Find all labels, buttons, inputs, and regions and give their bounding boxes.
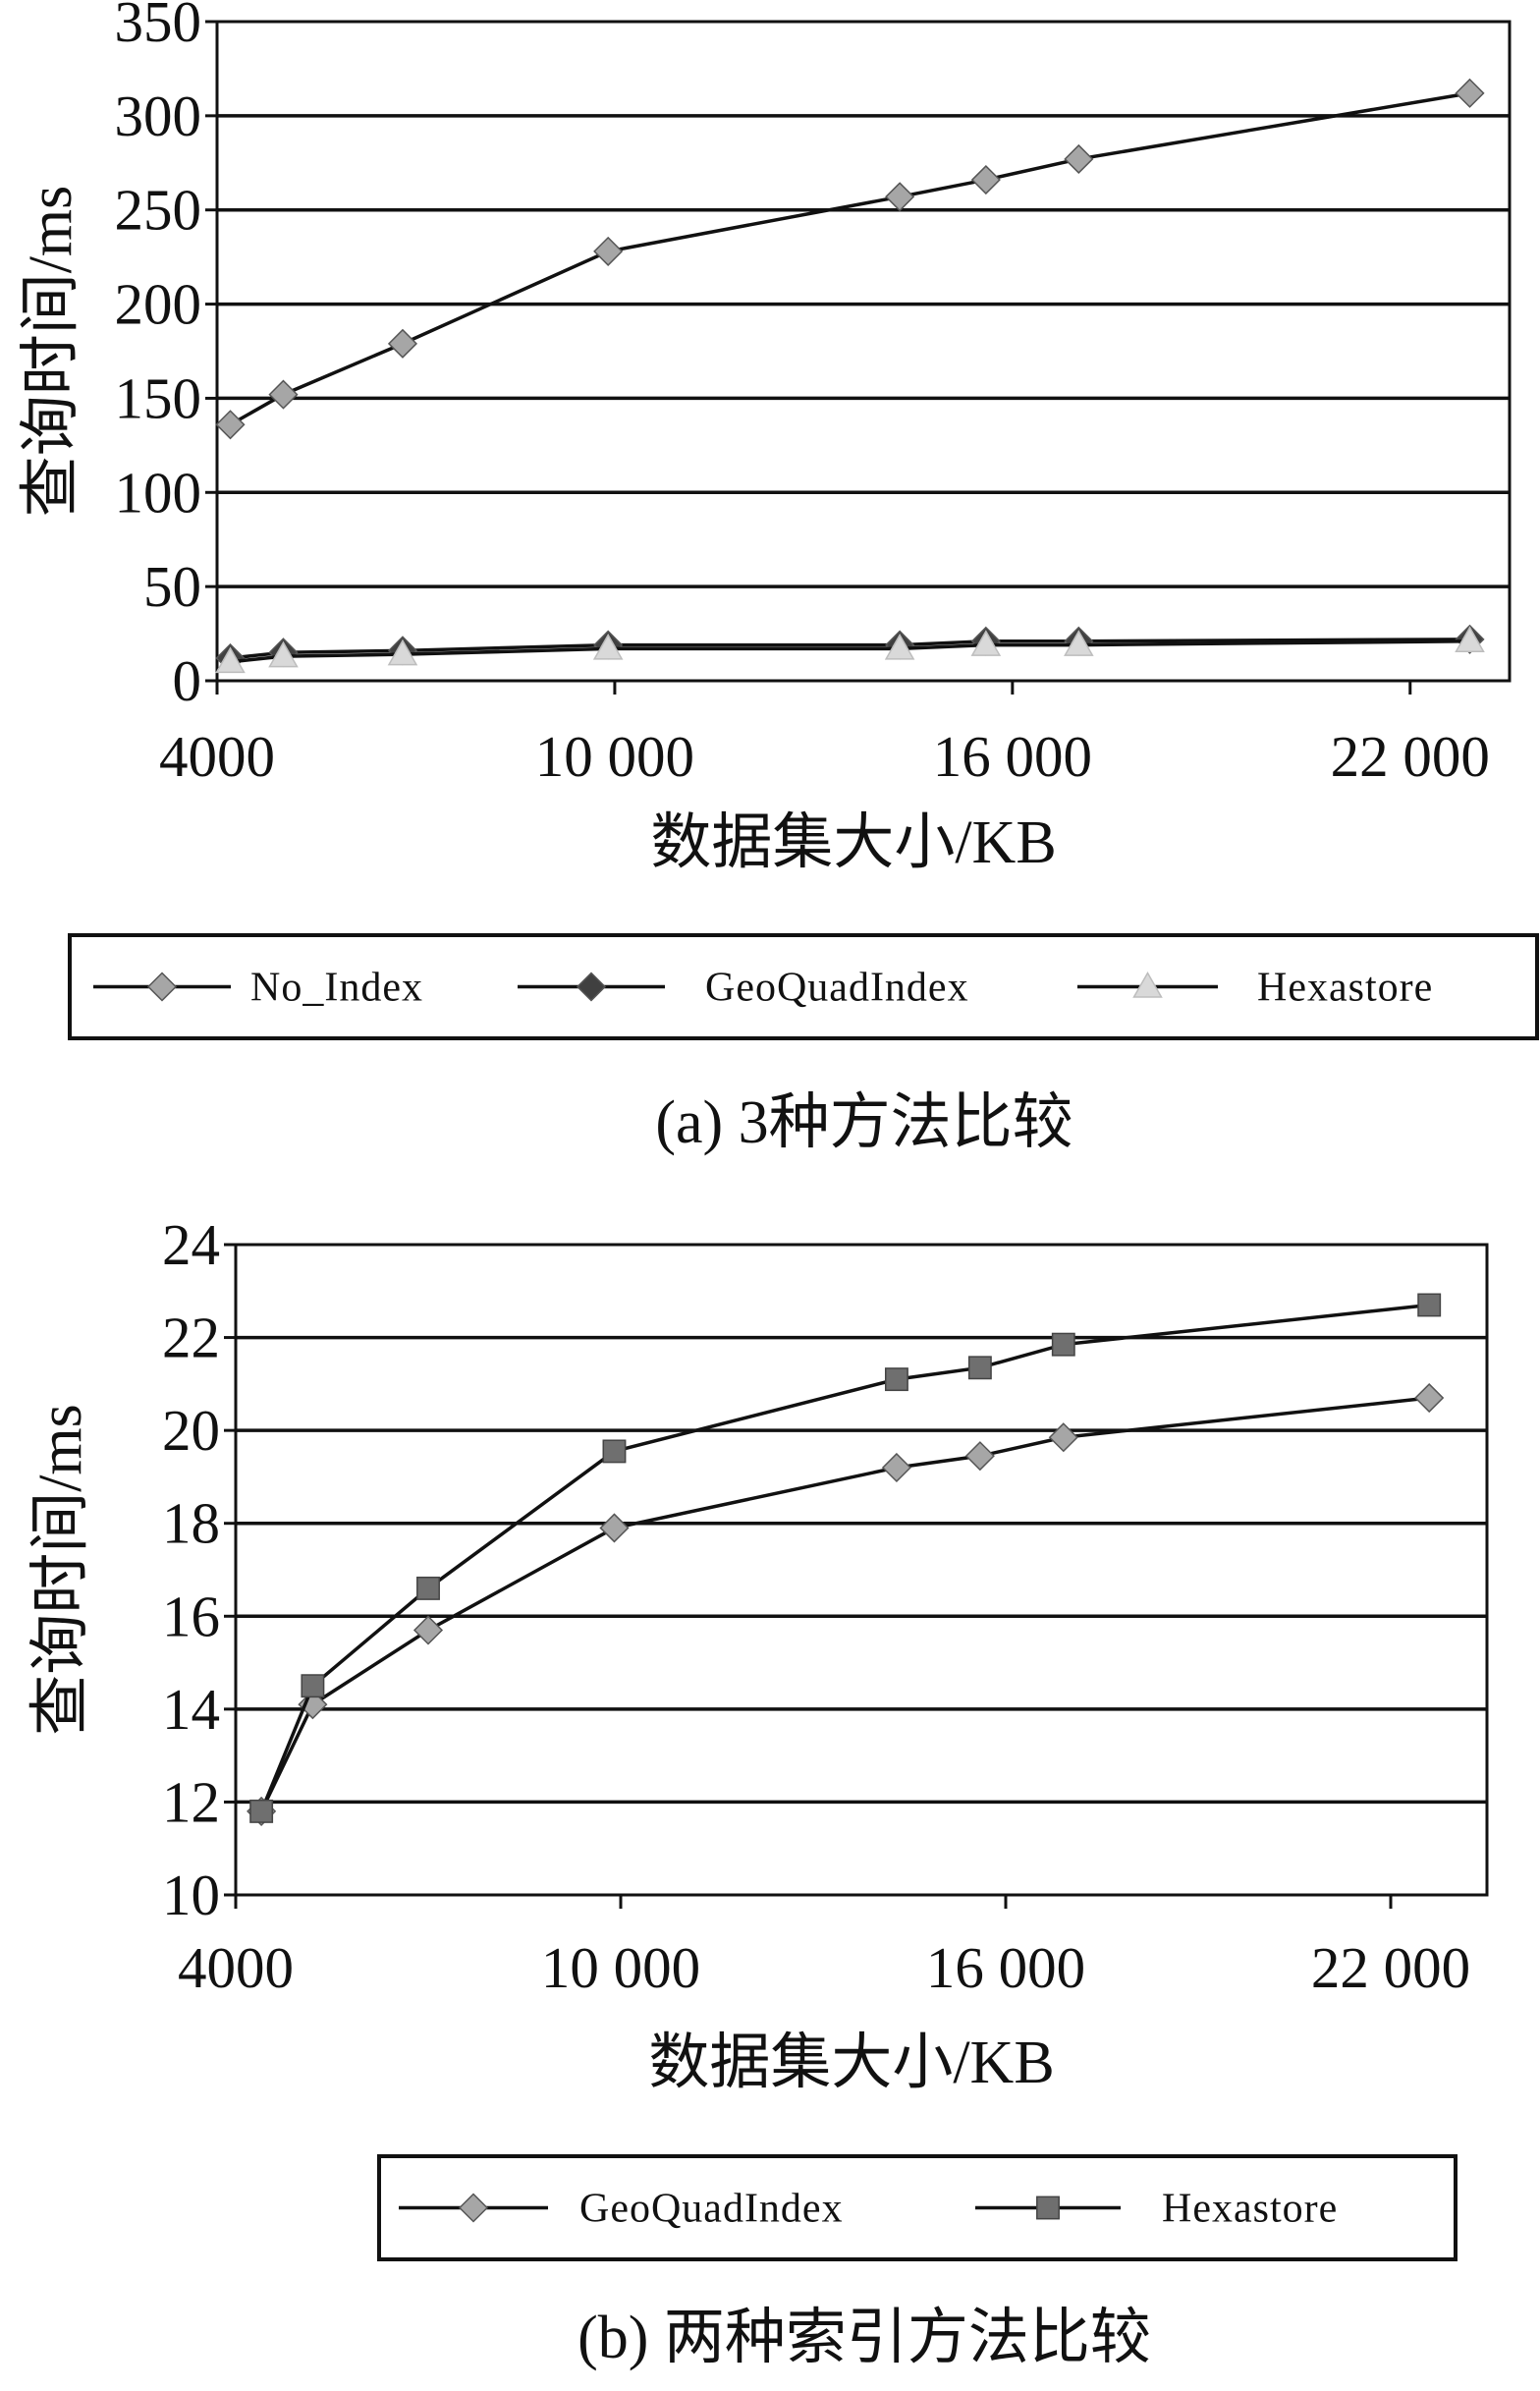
legend-label: No_Index bbox=[250, 966, 423, 1011]
data-point bbox=[268, 379, 299, 410]
x-axis-label: 数据集大小/KB bbox=[648, 2030, 1054, 2096]
data-point bbox=[1455, 626, 1485, 652]
legend-marker bbox=[1036, 2196, 1060, 2220]
data-point bbox=[967, 1356, 992, 1380]
chart-a: 0 50 100 150 200 250 300 350 4000 10 000 16 000 22 … bbox=[18, 0, 1539, 1156]
series-line bbox=[229, 91, 1470, 426]
legend-label: GeoQuadIndex bbox=[705, 966, 969, 1011]
series-No_Index bbox=[215, 78, 1485, 440]
data-point bbox=[1064, 143, 1094, 175]
data-point bbox=[1414, 1382, 1445, 1414]
data-point bbox=[885, 182, 915, 212]
y-tick-label: 50 bbox=[143, 554, 201, 619]
y-tick-label: 20 bbox=[162, 1398, 220, 1463]
data-point bbox=[881, 1452, 911, 1483]
data-point bbox=[416, 1576, 440, 1600]
chart-caption: (b) 两种索引方法比较 bbox=[578, 2305, 1151, 2371]
data-point bbox=[387, 639, 418, 666]
y-tick-label: 18 bbox=[162, 1491, 220, 1556]
data-point bbox=[602, 1439, 627, 1464]
data-point bbox=[301, 1674, 325, 1698]
data-point bbox=[593, 236, 624, 266]
y-tick-label: 24 bbox=[162, 1212, 220, 1277]
legend-item: Hexastore bbox=[1077, 966, 1433, 1011]
y-tick-label: 12 bbox=[162, 1769, 220, 1834]
data-point bbox=[970, 630, 1002, 656]
legend-item: No_Index bbox=[93, 966, 423, 1011]
data-point bbox=[1051, 1332, 1075, 1357]
series-Hexastore bbox=[215, 626, 1485, 674]
data-point bbox=[964, 1441, 995, 1472]
data-point bbox=[1455, 78, 1485, 108]
x-tick-label: 10 000 bbox=[535, 724, 694, 789]
x-tick-label: 10 000 bbox=[541, 1935, 700, 2000]
data-point bbox=[970, 164, 1001, 195]
data-point bbox=[884, 633, 915, 660]
legend-label: Hexastore bbox=[1257, 966, 1433, 1011]
y-tick-label: 22 bbox=[162, 1306, 220, 1370]
legend-marker bbox=[576, 972, 607, 1002]
legend-item: GeoQuadIndex bbox=[518, 966, 969, 1011]
data-point bbox=[592, 633, 624, 660]
legend-box bbox=[377, 2154, 1458, 2261]
y-tick-label: 250 bbox=[115, 178, 202, 243]
y-tick-label: 16 bbox=[162, 1584, 220, 1648]
data-point bbox=[599, 1513, 630, 1543]
x-tick-label: 4000 bbox=[178, 1935, 294, 2000]
y-tick-label: 350 bbox=[115, 0, 202, 54]
y-tick-label: 150 bbox=[115, 365, 202, 430]
x-tick-label: 16 000 bbox=[933, 724, 1092, 789]
data-point bbox=[387, 328, 418, 359]
series-GeoQuadIndex bbox=[247, 1382, 1445, 1826]
data-point bbox=[1048, 1422, 1078, 1453]
legend-box bbox=[68, 933, 1539, 1040]
legend-item: GeoQuadIndex bbox=[399, 2187, 844, 2232]
chart-caption: (a) 3种方法比较 bbox=[655, 1089, 1072, 1156]
y-axis-label: 查询时间/ms bbox=[28, 1404, 94, 1736]
legend-label: Hexastore bbox=[1162, 2187, 1338, 2232]
series-line bbox=[259, 1396, 1430, 1812]
x-axis-label: 数据集大小/KB bbox=[650, 809, 1056, 876]
chart-b: 10 12 14 16 18 20 22 24 4000 10 000 16 000 22 000 数据… bbox=[28, 1212, 1489, 2371]
legend-marker bbox=[458, 2193, 489, 2223]
data-point bbox=[215, 410, 246, 440]
series-line bbox=[230, 639, 1470, 664]
legend-marker bbox=[146, 972, 178, 1002]
data-point bbox=[884, 1367, 908, 1392]
x-tick-label: 16 000 bbox=[926, 1935, 1085, 2000]
plot-frame bbox=[234, 1243, 1489, 1897]
y-tick-label: 200 bbox=[115, 272, 202, 337]
y-tick-label: 14 bbox=[162, 1677, 220, 1742]
data-point bbox=[215, 646, 246, 674]
data-point bbox=[1417, 1293, 1442, 1317]
y-tick-label: 300 bbox=[115, 83, 202, 148]
x-tick-label: 4000 bbox=[159, 724, 275, 789]
data-point bbox=[1064, 630, 1094, 656]
series-line bbox=[259, 1303, 1430, 1812]
data-point bbox=[412, 1615, 444, 1645]
data-point bbox=[249, 1799, 274, 1823]
y-tick-label: 100 bbox=[115, 460, 202, 525]
y-tick-label: 0 bbox=[173, 648, 202, 713]
x-tick-label: 22 000 bbox=[1331, 724, 1490, 789]
y-tick-label: 10 bbox=[162, 1863, 220, 1927]
plot-frame bbox=[215, 20, 1512, 683]
series-Hexastore bbox=[249, 1293, 1442, 1823]
y-axis-label: 查询时间/ms bbox=[18, 186, 84, 518]
legend-label: GeoQuadIndex bbox=[579, 2187, 844, 2232]
legend-marker bbox=[1132, 971, 1163, 998]
series-line bbox=[230, 638, 1470, 660]
x-tick-label: 22 000 bbox=[1311, 1935, 1470, 2000]
data-point bbox=[268, 640, 299, 668]
legend-item: Hexastore bbox=[975, 2187, 1338, 2232]
